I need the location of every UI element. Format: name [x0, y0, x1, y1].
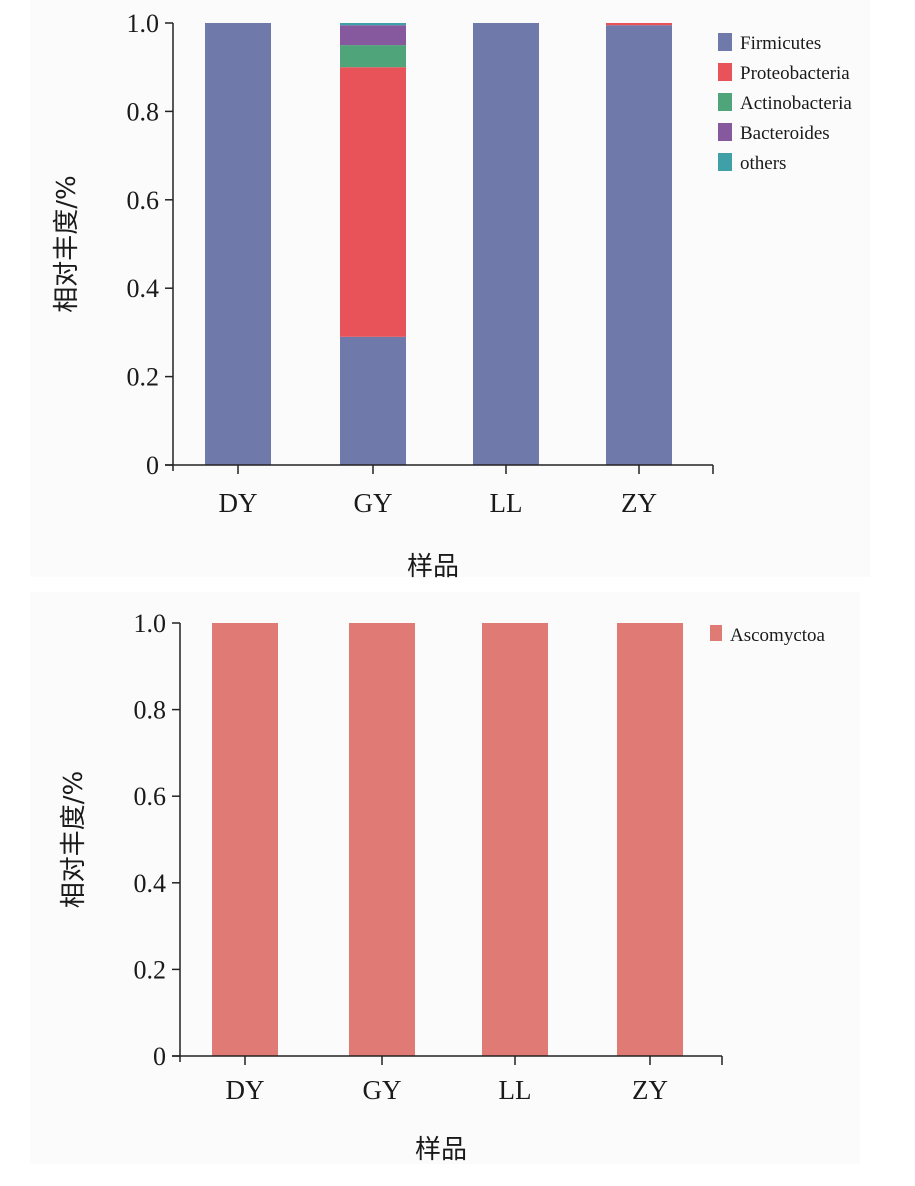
- legend-swatch-bacteroides: [718, 123, 732, 141]
- y-tick-label: 0.2: [134, 955, 167, 984]
- bar-segment-gy-others: [340, 23, 406, 26]
- bar-segment-zy-firmicutes: [606, 25, 672, 466]
- x-tick-label: ZY: [621, 488, 657, 518]
- x-tick-label: GY: [354, 488, 393, 518]
- bar-segment-zy-ascomyctoa: [617, 623, 683, 1056]
- x-tick-label: ZY: [632, 1075, 668, 1105]
- y-tick-label: 0: [153, 1042, 166, 1071]
- legend-label-actinobacteria: Actinobacteria: [740, 93, 852, 114]
- y-tick-label: 0.4: [134, 869, 167, 898]
- legend-label-bacteroides: Bacteroides: [740, 123, 830, 144]
- legend-swatch-others: [718, 153, 732, 171]
- bar-segment-gy-actinobacteria: [340, 45, 406, 68]
- y-tick-label: 1.0: [134, 609, 167, 638]
- x-tick-label: LL: [499, 1075, 532, 1105]
- chart-panel-fungi: 0 0.2 0.4 0.6 0.8 1.0 DY GY LL ZY 样品 相对丰度/% Ascomyct…: [30, 592, 860, 1165]
- legend-swatch-proteobacteria: [718, 63, 732, 81]
- x-tick-label: GY: [363, 1075, 402, 1105]
- y-axis-title: 相对丰度/%: [52, 175, 82, 312]
- bar-segment-zy-proteobacteria: [606, 23, 672, 26]
- fungi-stacked-bar-chart: 0 0.2 0.4 0.6 0.8 1.0 DY GY LL ZY 样品 相对丰度/% Ascomyct…: [59, 609, 826, 1165]
- legend-swatch-firmicutes: [718, 33, 732, 51]
- bacteria-stacked-bar-chart: 0 0.2 0.4 0.6 0.8 1.0 DY GY LL ZY 样品 相对丰度/% Firmicut…: [52, 9, 852, 582]
- y-tick-label: 0: [146, 451, 159, 480]
- bar-segment-ll-firmicutes: [473, 23, 539, 465]
- y-tick-label: 0.2: [127, 363, 160, 392]
- bar-segment-gy-proteobacteria: [340, 67, 406, 337]
- x-tick-label: DY: [226, 1075, 265, 1105]
- bar-segment-dy-ascomyctoa: [212, 623, 278, 1056]
- bar-segment-ll-ascomyctoa: [482, 623, 548, 1056]
- y-axis-title: 相对丰度/%: [59, 771, 89, 908]
- bar-segment-gy-ascomyctoa: [349, 623, 415, 1056]
- y-tick-label: 0.6: [134, 782, 167, 811]
- chart-panel-bacteria: 0 0.2 0.4 0.6 0.8 1.0 DY GY LL ZY 样品 相对丰度/% Firmicut…: [30, 0, 870, 582]
- legend-label-ascomyctoa: Ascomyctoa: [730, 625, 826, 646]
- legend-label-firmicutes: Firmicutes: [740, 33, 821, 54]
- legend-label-others: others: [740, 153, 786, 174]
- legend-swatch-actinobacteria: [718, 93, 732, 111]
- x-tick-label: LL: [490, 488, 523, 518]
- x-tick-label: DY: [219, 488, 258, 518]
- y-tick-label: 1.0: [127, 9, 160, 38]
- x-axis-title: 样品: [407, 552, 459, 582]
- legend-label-proteobacteria: Proteobacteria: [740, 63, 850, 84]
- legend-swatch-ascomyctoa: [710, 625, 722, 641]
- y-tick-label: 0.4: [127, 274, 160, 303]
- bar-segment-gy-bacteroides: [340, 25, 406, 46]
- bar-segment-dy-firmicutes: [205, 23, 271, 465]
- y-tick-label: 0.8: [127, 97, 160, 126]
- bar-segment-gy-firmicutes: [340, 336, 406, 465]
- y-tick-label: 0.8: [134, 696, 167, 725]
- y-tick-label: 0.6: [127, 186, 160, 215]
- x-axis-title: 样品: [415, 1135, 467, 1165]
